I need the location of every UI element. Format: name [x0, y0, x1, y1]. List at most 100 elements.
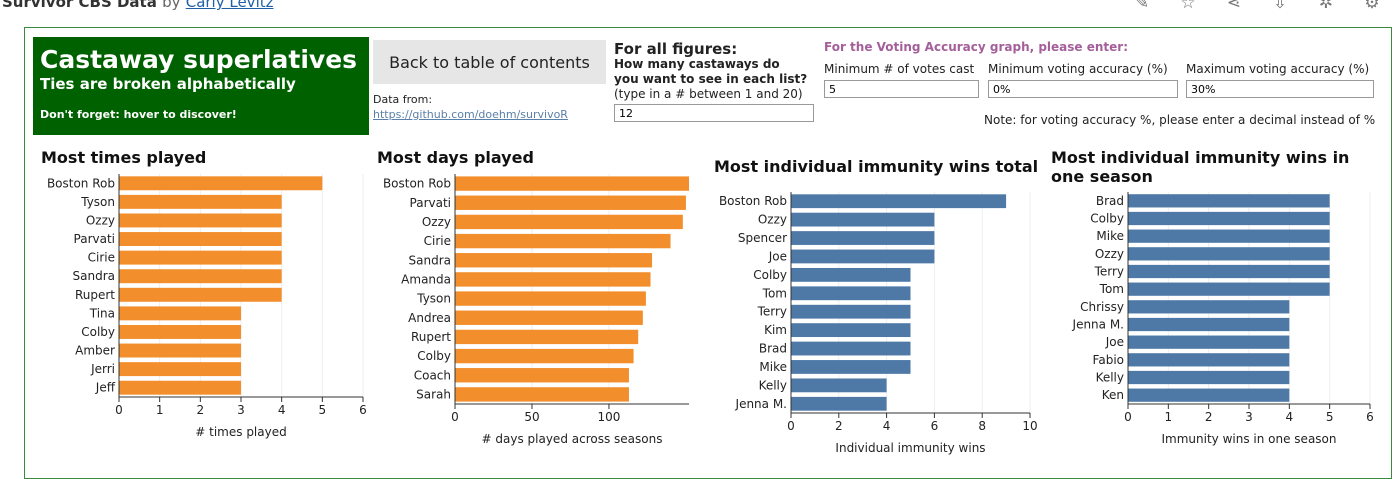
voting-note: Note: for voting accuracy %, please ente… — [984, 113, 1376, 127]
data-source-link[interactable]: https://github.com/doehm/survivoR — [373, 108, 568, 121]
tick-label: 6 — [1366, 410, 1374, 424]
bar — [455, 368, 629, 383]
category-label: Colby — [417, 349, 451, 363]
category-label: Rupert — [411, 330, 451, 344]
bar — [455, 291, 646, 306]
tick-label: 2 — [835, 419, 843, 433]
chart-days-played: Boston Rob Parvati Ozzy Cirie Sandra Amanda Ty… — [383, 174, 689, 446]
bar — [119, 269, 282, 284]
castaway-count-input[interactable] — [614, 104, 814, 122]
chart-title-days-played: Most days played — [377, 148, 534, 167]
category-label: Cirie — [424, 234, 451, 248]
category-label: Fabio — [1093, 353, 1124, 367]
bar — [1128, 211, 1330, 226]
category-label: Terry — [1094, 265, 1124, 279]
min-accuracy-input[interactable] — [988, 80, 1178, 98]
chart-immunity-total: Boston Rob Ozzy Spencer Joe Colby Tom Terry Kim… — [719, 192, 1038, 455]
share-icon[interactable]: ⋖ — [1226, 0, 1242, 13]
back-to-toc-button[interactable]: Back to table of contents — [373, 40, 606, 84]
category-label: Sarah — [416, 387, 451, 401]
category-label: Cirie — [88, 251, 115, 265]
tick-label: 5 — [1326, 410, 1334, 424]
bar — [1128, 370, 1290, 385]
category-label: Ozzy — [1095, 247, 1124, 261]
bar — [1128, 388, 1290, 402]
category-label: Parvati — [410, 196, 451, 210]
category-label: Tyson — [416, 292, 451, 306]
bar — [455, 310, 643, 325]
bar — [791, 212, 935, 227]
bar — [1128, 194, 1330, 208]
tick-label: 6 — [359, 403, 367, 417]
bar — [119, 306, 241, 321]
category-label: Jenna M. — [735, 397, 787, 411]
category-label: Sandra — [73, 269, 115, 283]
category-label: Andrea — [408, 311, 451, 325]
min-accuracy-label: Minimum voting accuracy (%) — [988, 62, 1168, 76]
tick-label: 1 — [156, 403, 164, 417]
category-label: Colby — [753, 268, 787, 282]
category-label: Spencer — [738, 231, 787, 245]
category-label: Mike — [759, 360, 787, 374]
bar — [455, 329, 639, 345]
tick-label: 0 — [451, 410, 459, 424]
star-icon[interactable]: ☆ — [1180, 0, 1196, 13]
bar — [119, 232, 282, 247]
category-label: Joe — [768, 249, 787, 263]
voting-heading: For the Voting Accuracy graph, please en… — [824, 40, 1129, 54]
category-label: Colby — [81, 325, 115, 339]
category-label: Amber — [75, 344, 115, 358]
bar — [791, 194, 1007, 209]
bar — [791, 396, 887, 411]
bar — [119, 343, 241, 358]
author-link[interactable]: Carly Levitz — [185, 0, 274, 11]
bar — [791, 249, 935, 264]
category-label: Jenna M. — [1072, 318, 1124, 332]
category-label: Boston Rob — [719, 194, 787, 208]
edit-icon[interactable]: ✎ — [1134, 0, 1150, 13]
figures-question-1: How many castaways do — [614, 57, 780, 71]
tick-label: 2 — [1205, 410, 1213, 424]
bar — [455, 214, 683, 230]
page-title-line: Survivor CBS Data by Carly Levitz — [2, 0, 274, 11]
settings-cog-icon[interactable]: ✲ — [1318, 0, 1334, 13]
bar — [455, 387, 629, 402]
bar — [791, 304, 911, 319]
category-label: Jeff — [95, 381, 116, 395]
tick-label: 4 — [883, 419, 891, 433]
category-label: Mike — [1096, 229, 1124, 243]
category-label: Colby — [1090, 212, 1124, 226]
download-icon[interactable]: ⇩ — [1272, 0, 1288, 13]
tick-label: 0 — [1124, 410, 1132, 424]
tick-label: 8 — [978, 419, 986, 433]
x-axis-label: Individual immunity wins — [835, 441, 985, 455]
bar — [455, 272, 651, 287]
category-label: Brad — [759, 342, 787, 356]
top-bar: Survivor CBS Data by Carly Levitz ✎ ☆ ⋖ … — [0, 0, 1395, 20]
bar — [119, 380, 241, 395]
max-accuracy-input[interactable] — [1186, 80, 1374, 98]
category-label: Tyson — [80, 195, 115, 209]
category-label: Boston Rob — [47, 176, 115, 190]
toolbar-icons: ✎ ☆ ⋖ ⇩ ✲ ⚙ — [1119, 0, 1395, 13]
category-label: Kelly — [1096, 371, 1124, 385]
bar — [119, 324, 241, 339]
category-label: Joe — [1105, 335, 1124, 349]
byline: by — [162, 0, 181, 11]
min-votes-input[interactable] — [824, 80, 979, 98]
data-from-label: Data from: — [373, 93, 433, 106]
bar — [119, 287, 282, 302]
category-label: Boston Rob — [383, 177, 451, 191]
chart-title-times-played: Most times played — [41, 148, 207, 167]
category-label: Ozzy — [86, 213, 115, 227]
tick-label: 1 — [1165, 410, 1173, 424]
category-label: Ozzy — [422, 215, 451, 229]
gear-icon[interactable]: ⚙ — [1364, 0, 1380, 13]
category-label: Tom — [762, 286, 787, 300]
bar — [455, 176, 689, 191]
category-label: Jerri — [90, 362, 115, 376]
bar — [1128, 229, 1330, 243]
bar — [1128, 335, 1290, 349]
category-label: Kelly — [759, 378, 787, 392]
category-label: Parvati — [74, 232, 115, 246]
